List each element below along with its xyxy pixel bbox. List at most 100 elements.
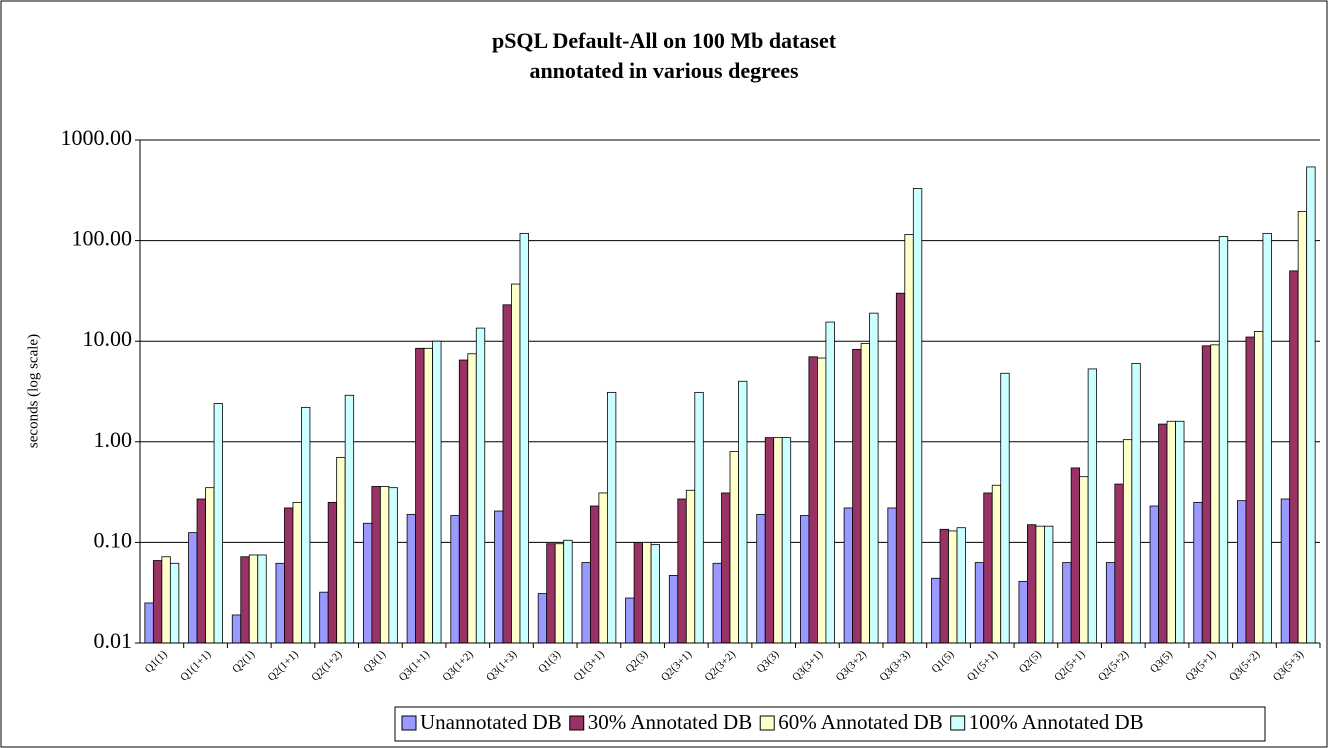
bar [458,359,469,644]
bar [1062,562,1072,644]
bar [912,188,923,644]
bar [275,562,285,644]
y-tick-label: 10.00 [83,326,133,351]
bar [423,347,433,644]
bar [1166,420,1176,644]
bar [650,544,660,644]
bar [1149,505,1159,644]
bar [257,554,267,644]
bar [1306,166,1316,644]
legend-swatch [401,715,417,731]
bar [1218,236,1229,644]
chart-title: annotated in various degrees [529,58,799,83]
bar [240,556,250,644]
y-tick-label: 0.10 [94,527,133,552]
y-axis-label: seconds (log scale) [25,334,41,448]
bar [301,406,311,644]
bar [712,562,722,644]
legend-label: 100% Annotated DB [969,710,1144,734]
bar [694,391,704,644]
bar [887,507,897,644]
y-tick-label: 100.00 [72,226,133,251]
bar [196,498,206,644]
bar [668,574,679,644]
bar [379,486,390,644]
bar [764,437,775,644]
bar [231,614,242,644]
bar [956,527,966,644]
bar [554,543,565,644]
bar [371,486,381,644]
bar [1079,476,1089,644]
bar [432,340,442,644]
bar [598,492,608,644]
bar [362,522,373,644]
bar [1131,363,1141,644]
bar [494,510,504,644]
bar [152,560,163,644]
bar [292,501,302,644]
bar [467,353,477,644]
bar [450,515,460,644]
bar [1193,501,1203,644]
bar [388,487,398,644]
bar [1297,211,1308,644]
bar [939,528,949,644]
bar [808,356,818,644]
bar [511,283,521,644]
legend-label: Unannotated DB [420,710,562,734]
bar [869,312,879,644]
bar [895,292,906,644]
bar [677,498,687,644]
bar [860,343,871,644]
bar [1158,423,1168,644]
bar [1280,498,1291,644]
y-tick-label: 1000.00 [61,125,133,150]
bar [904,234,914,644]
bar [1122,439,1133,644]
bar [1175,420,1185,644]
bar [1201,345,1212,644]
bar [336,456,346,644]
bar [188,532,198,644]
chart-title: pSQL Default-All on 100 Mb dataset [492,28,837,53]
bar [1000,372,1010,644]
bar [327,501,338,644]
bar [1087,368,1098,644]
bar [948,530,958,644]
bar [991,484,1002,644]
bar [344,394,355,644]
bar [825,321,835,644]
bar [1035,525,1045,644]
bar [721,492,731,644]
bar [633,542,643,644]
bar [546,543,556,644]
bar [1237,500,1247,644]
bar [169,562,180,644]
bar [1018,580,1028,644]
bar [983,492,993,644]
bar [161,556,171,644]
bar [1070,467,1081,644]
y-tick-label: 0.01 [94,628,133,653]
bar [144,602,154,644]
bar [1105,562,1116,644]
bar [1044,525,1054,644]
bar [1254,331,1264,644]
bar [589,505,600,644]
bar [248,554,259,644]
bar [756,513,766,644]
bar [406,513,416,644]
bar [817,357,827,644]
bar [415,347,425,644]
bar [931,577,941,644]
bar [974,562,985,644]
bar [738,380,748,644]
bar [213,403,223,644]
bar [1114,483,1124,644]
bar [205,487,215,644]
bar [519,232,529,644]
bar [773,437,783,644]
